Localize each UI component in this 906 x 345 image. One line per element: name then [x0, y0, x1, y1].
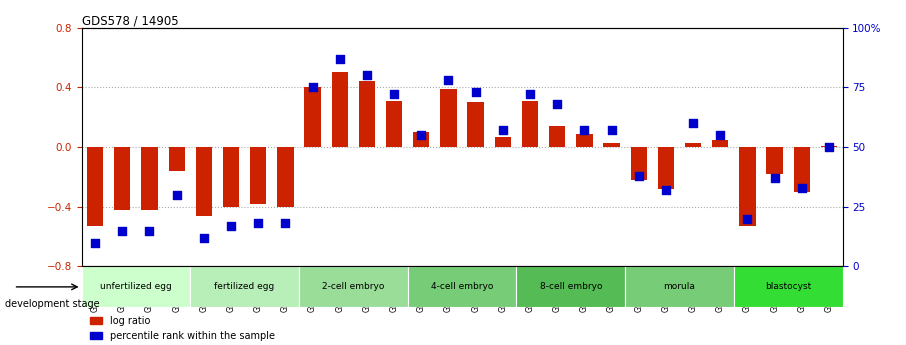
Text: development stage: development stage: [5, 299, 99, 308]
Bar: [87, 147, 103, 226]
Bar: [332, 72, 348, 147]
Point: [387, 92, 401, 97]
Point: [142, 228, 157, 233]
Bar: [82, 266, 190, 307]
Bar: [734, 266, 843, 307]
Point: [197, 235, 211, 240]
Bar: [576, 134, 593, 147]
Bar: [467, 102, 484, 147]
Point: [577, 128, 592, 133]
Text: fertilized egg: fertilized egg: [215, 283, 275, 292]
Bar: [522, 101, 538, 147]
Bar: [196, 147, 212, 216]
Bar: [114, 147, 130, 210]
Bar: [794, 147, 810, 192]
Legend: log ratio, percentile rank within the sample: log ratio, percentile rank within the sa…: [86, 312, 279, 345]
Point: [604, 128, 619, 133]
Bar: [299, 266, 408, 307]
Bar: [250, 147, 266, 204]
Bar: [685, 142, 701, 147]
Bar: [658, 147, 674, 189]
Point: [468, 89, 483, 95]
Bar: [413, 132, 429, 147]
Point: [740, 216, 755, 221]
Text: 8-cell embryo: 8-cell embryo: [540, 283, 602, 292]
Point: [686, 120, 700, 126]
Bar: [549, 126, 565, 147]
Bar: [277, 147, 294, 207]
Bar: [386, 101, 402, 147]
Point: [333, 56, 347, 61]
Bar: [625, 266, 734, 307]
Bar: [516, 266, 625, 307]
Text: blastocyst: blastocyst: [765, 283, 812, 292]
Bar: [739, 147, 756, 226]
Bar: [821, 146, 837, 147]
Bar: [495, 137, 511, 147]
Bar: [169, 147, 185, 171]
Point: [360, 72, 374, 78]
Point: [414, 132, 429, 138]
Point: [251, 221, 265, 226]
Text: unfertilized egg: unfertilized egg: [100, 283, 172, 292]
Point: [659, 187, 673, 193]
Bar: [304, 87, 321, 147]
Point: [224, 223, 238, 229]
Point: [523, 92, 537, 97]
Bar: [603, 142, 620, 147]
Bar: [190, 266, 299, 307]
Bar: [440, 89, 457, 147]
Bar: [223, 147, 239, 207]
Point: [767, 175, 782, 181]
Point: [713, 132, 728, 138]
Text: 2-cell embryo: 2-cell embryo: [323, 283, 384, 292]
Bar: [408, 266, 516, 307]
Point: [305, 85, 320, 90]
Point: [550, 101, 564, 107]
Bar: [359, 81, 375, 147]
Bar: [141, 147, 158, 210]
Point: [795, 185, 809, 190]
Bar: [712, 139, 728, 147]
Text: 4-cell embryo: 4-cell embryo: [431, 283, 493, 292]
Text: GDS578 / 14905: GDS578 / 14905: [82, 14, 178, 28]
Text: morula: morula: [663, 283, 696, 292]
Bar: [631, 147, 647, 180]
Point: [631, 173, 646, 178]
Point: [822, 144, 836, 150]
Bar: [766, 147, 783, 174]
Point: [496, 128, 510, 133]
Point: [88, 240, 102, 245]
Point: [115, 228, 130, 233]
Point: [278, 221, 293, 226]
Point: [441, 77, 456, 83]
Point: [169, 192, 184, 198]
